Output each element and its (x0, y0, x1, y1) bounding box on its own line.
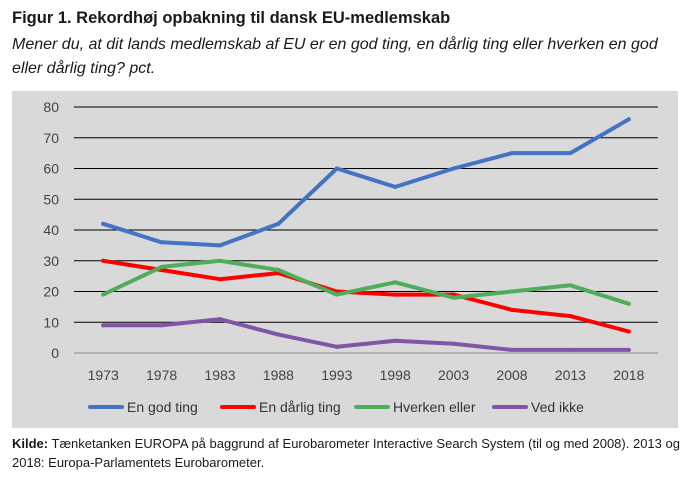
y-tick-label-20: 20 (43, 284, 59, 300)
x-tick-label-1983: 1983 (204, 367, 235, 383)
data-point-1-2008 (510, 151, 514, 156)
data-point-3-2013 (568, 283, 573, 288)
data-point-1-1988 (276, 221, 281, 226)
series-lines (101, 117, 631, 352)
y-tick-label-10: 10 (43, 314, 59, 330)
y-tick-label-80: 80 (43, 99, 59, 115)
data-point-2-2013 (568, 314, 573, 319)
data-point-4-2018 (626, 347, 631, 352)
series-line-4 (101, 317, 631, 352)
data-point-2-2008 (510, 307, 514, 312)
data-point-3-2018 (626, 301, 631, 306)
data-point-4-1973 (101, 323, 106, 328)
y-tick-label-60: 60 (43, 161, 59, 177)
data-point-4-2013 (568, 347, 573, 352)
data-point-3-1988 (276, 267, 281, 272)
data-point-4-1978 (159, 323, 164, 328)
data-point-3-2008 (510, 289, 514, 294)
data-point-1-1983 (218, 243, 222, 248)
y-tick-label-70: 70 (43, 130, 59, 146)
data-point-1-2018 (626, 117, 631, 122)
data-point-3-2003 (451, 295, 456, 300)
y-tick-label-0: 0 (51, 345, 59, 361)
figure-title: Figur 1. Rekordhøj opbakning til dansk E… (12, 9, 451, 27)
legend-label-1: En god ting (127, 399, 198, 415)
data-point-1-1973 (101, 221, 106, 226)
series-line-1 (101, 117, 631, 248)
data-point-1-2003 (451, 166, 456, 171)
y-tick-label-30: 30 (43, 253, 59, 269)
source-label: Kilde: (12, 436, 49, 451)
y-tick-label-40: 40 (43, 222, 59, 238)
x-tick-label-1998: 1998 (380, 367, 411, 383)
data-point-2-1973 (101, 258, 106, 263)
data-point-1-1978 (159, 240, 164, 245)
x-tick-label-1988: 1988 (263, 367, 294, 383)
data-point-1-1998 (393, 184, 398, 189)
legend-label-4: Ved ikke (531, 399, 584, 415)
legend-label-3: Hverken eller (393, 399, 476, 415)
data-point-2-2018 (626, 329, 631, 334)
x-tick-label-2008: 2008 (496, 367, 527, 383)
data-point-4-1993 (334, 344, 339, 349)
x-tick-label-1973: 1973 (88, 367, 119, 383)
legend: En god ting En dårlig ting Hverken eller Ve… (88, 399, 584, 415)
data-point-4-1998 (393, 338, 398, 343)
y-tick-label-50: 50 (43, 191, 59, 207)
data-point-3-1993 (334, 292, 339, 297)
x-tick-label-1978: 1978 (146, 367, 177, 383)
figure-subtitle: Mener du, at dit lands medlemskab af EU … (12, 36, 658, 77)
x-axis-ticks: 1973 1978 1983 1988 1993 1998 2003 2008 2013 2018 (88, 367, 645, 383)
data-point-4-1988 (276, 332, 281, 337)
data-point-3-1998 (393, 280, 398, 285)
data-point-1-2013 (568, 151, 573, 156)
data-point-2-1983 (218, 277, 222, 282)
x-tick-label-2018: 2018 (613, 367, 644, 383)
source-text: Tænketanken EUROPA på baggrund af Euroba… (12, 436, 680, 470)
series-line-2 (101, 258, 631, 334)
source-note: Kilde: Tænketanken EUROPA på baggrund af… (12, 434, 688, 472)
data-point-4-2003 (451, 341, 456, 346)
legend-label-2: En dårlig ting (259, 399, 341, 415)
gridlines (74, 106, 658, 354)
x-tick-label-1993: 1993 (321, 367, 352, 383)
data-point-3-1973 (101, 292, 106, 297)
data-point-2-1998 (393, 292, 398, 297)
data-point-3-1978 (159, 264, 164, 269)
x-tick-label-2013: 2013 (555, 367, 586, 383)
data-point-3-1983 (218, 258, 222, 263)
y-axis-ticks: 0 10 20 30 40 50 60 70 80 (43, 99, 59, 361)
data-point-1-1993 (334, 166, 339, 171)
data-point-4-2008 (510, 347, 514, 352)
chart-panel: 0 10 20 30 40 50 60 70 80 1973 1978 1983 1988 1993 19… (12, 91, 678, 428)
data-point-4-1983 (218, 317, 222, 322)
series-line-3 (101, 258, 631, 306)
x-tick-label-2003: 2003 (438, 367, 469, 383)
